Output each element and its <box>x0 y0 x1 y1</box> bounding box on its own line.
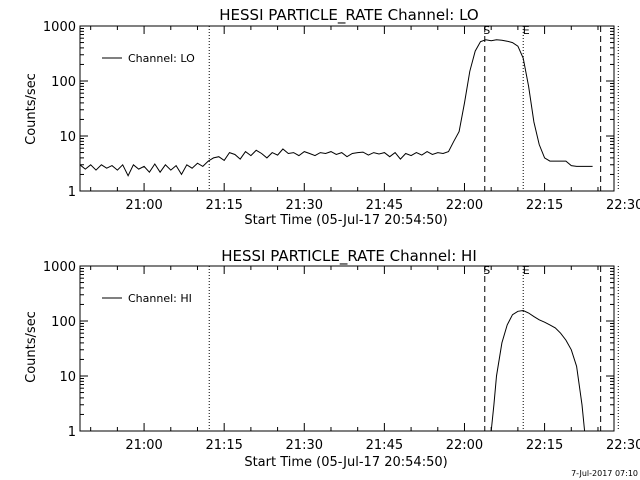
lo-x-axis-label: Start Time (05-Jul-17 20:54:50) <box>244 213 447 228</box>
hi-x-tick-label: 21:45 <box>366 438 403 453</box>
date-stamp: 7-Jul-2017 07:10 <box>571 469 638 478</box>
lo-y-tick-label: 100 <box>51 75 76 90</box>
hi-chart-title: HESSI PARTICLE_RATE Channel: HI <box>221 247 477 266</box>
lo-y-tick-label: 1 <box>68 185 76 200</box>
hi-plot-content: 1 10 100 1000 21:00 21:15 21:30 21:45 22:00 22:15… <box>43 260 640 453</box>
hi-x-tick-label: 22:15 <box>526 438 563 453</box>
lo-marker-label: E <box>523 24 530 37</box>
lo-x-tick-label: 21:15 <box>205 198 242 213</box>
hi-legend-label: Channel: HI <box>128 292 192 305</box>
hi-x-tick-label: 21:00 <box>125 438 162 453</box>
hi-x-tick-label: 22:30 <box>606 438 640 453</box>
hi-plot-frame <box>79 265 615 432</box>
hi-y-axis-label: Counts/sec <box>24 311 39 383</box>
hi-y-tick-label: 1 <box>68 425 76 440</box>
hi-series-line <box>490 309 586 432</box>
hi-marker-label: E <box>523 264 530 277</box>
lo-x-tick-label: 22:00 <box>446 198 483 213</box>
lo-channel-panel: HESSI PARTICLE_RATE Channel: LO Counts/s… <box>24 6 640 228</box>
lo-y-tick-label: 1000 <box>43 20 76 35</box>
hi-channel-panel: HESSI PARTICLE_RATE Channel: HI Counts/s… <box>24 247 640 470</box>
lo-x-tick-label: 22:30 <box>606 198 640 213</box>
lo-x-tick-label: 21:45 <box>366 198 403 213</box>
hi-y-tick-label: 1000 <box>43 260 76 275</box>
lo-x-tick-label: 22:15 <box>526 198 563 213</box>
lo-x-tick-label: 21:30 <box>286 198 323 213</box>
hi-y-tick-label: 10 <box>59 370 76 385</box>
hi-x-axis-label: Start Time (05-Jul-17 20:54:50) <box>244 455 447 470</box>
hi-x-tick-label: 21:15 <box>205 438 242 453</box>
hi-x-tick-label: 21:30 <box>286 438 323 453</box>
lo-series-line <box>79 39 593 177</box>
lo-marker-label: S <box>483 24 490 37</box>
lo-plot-frame <box>79 25 615 192</box>
lo-chart-title: HESSI PARTICLE_RATE Channel: LO <box>219 6 478 25</box>
hi-y-tick-label: 100 <box>51 315 76 330</box>
hi-marker-label: S <box>483 264 490 277</box>
lo-y-axis-label: Counts/sec <box>24 73 39 145</box>
hi-x-tick-label: 22:00 <box>446 438 483 453</box>
lo-legend-label: Channel: LO <box>128 52 195 65</box>
lo-plot-content: 1 10 100 1000 21:00 21:15 21:30 21:45 22:00 22:15… <box>43 20 640 213</box>
lo-y-tick-label: 10 <box>59 130 76 145</box>
lo-x-tick-label: 21:00 <box>125 198 162 213</box>
